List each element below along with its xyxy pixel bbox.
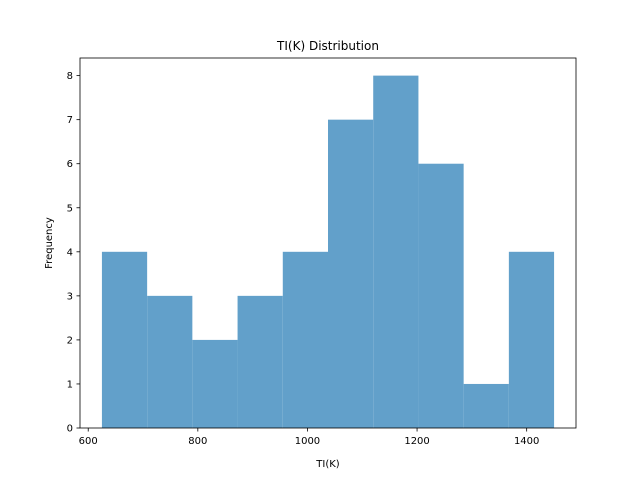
x-tick-label: 1200 [404,436,429,447]
x-axis-ticks: 600 800 1000 1200 1400 [79,428,539,447]
histogram-bar [147,295,193,428]
y-tick-label: 3 [67,291,73,302]
y-tick-label: 4 [67,247,73,258]
x-tick-label: 1000 [295,436,320,447]
bars-group [101,75,555,429]
y-tick-label: 6 [67,159,73,170]
histogram-bar [463,383,509,428]
y-axis-ticks: 0 1 2 3 4 5 6 7 8 [67,71,80,435]
y-tick-label: 1 [67,379,73,390]
histogram-bar [282,251,328,428]
y-tick-label: 2 [67,335,73,346]
x-tick-label: 600 [79,436,98,447]
histogram-bar [418,163,464,428]
histogram-bar [192,339,238,428]
y-tick-label: 7 [67,115,73,126]
histogram-bar [508,251,555,428]
x-axis-label: TI(K) [315,459,340,470]
x-tick-label: 800 [188,436,207,447]
histogram-bar [328,119,374,429]
plot-frame [79,57,577,429]
x-tick-label: 1400 [514,436,539,447]
y-axis-label: Frequency [44,217,55,269]
histogram-bar [237,295,283,428]
chart-title: TI(K) Distribution [276,39,379,53]
y-tick-label: 0 [67,424,73,435]
y-tick-label: 8 [67,71,73,82]
histogram-bar [101,251,148,428]
histogram-bar [373,75,419,428]
y-tick-label: 5 [67,203,73,214]
